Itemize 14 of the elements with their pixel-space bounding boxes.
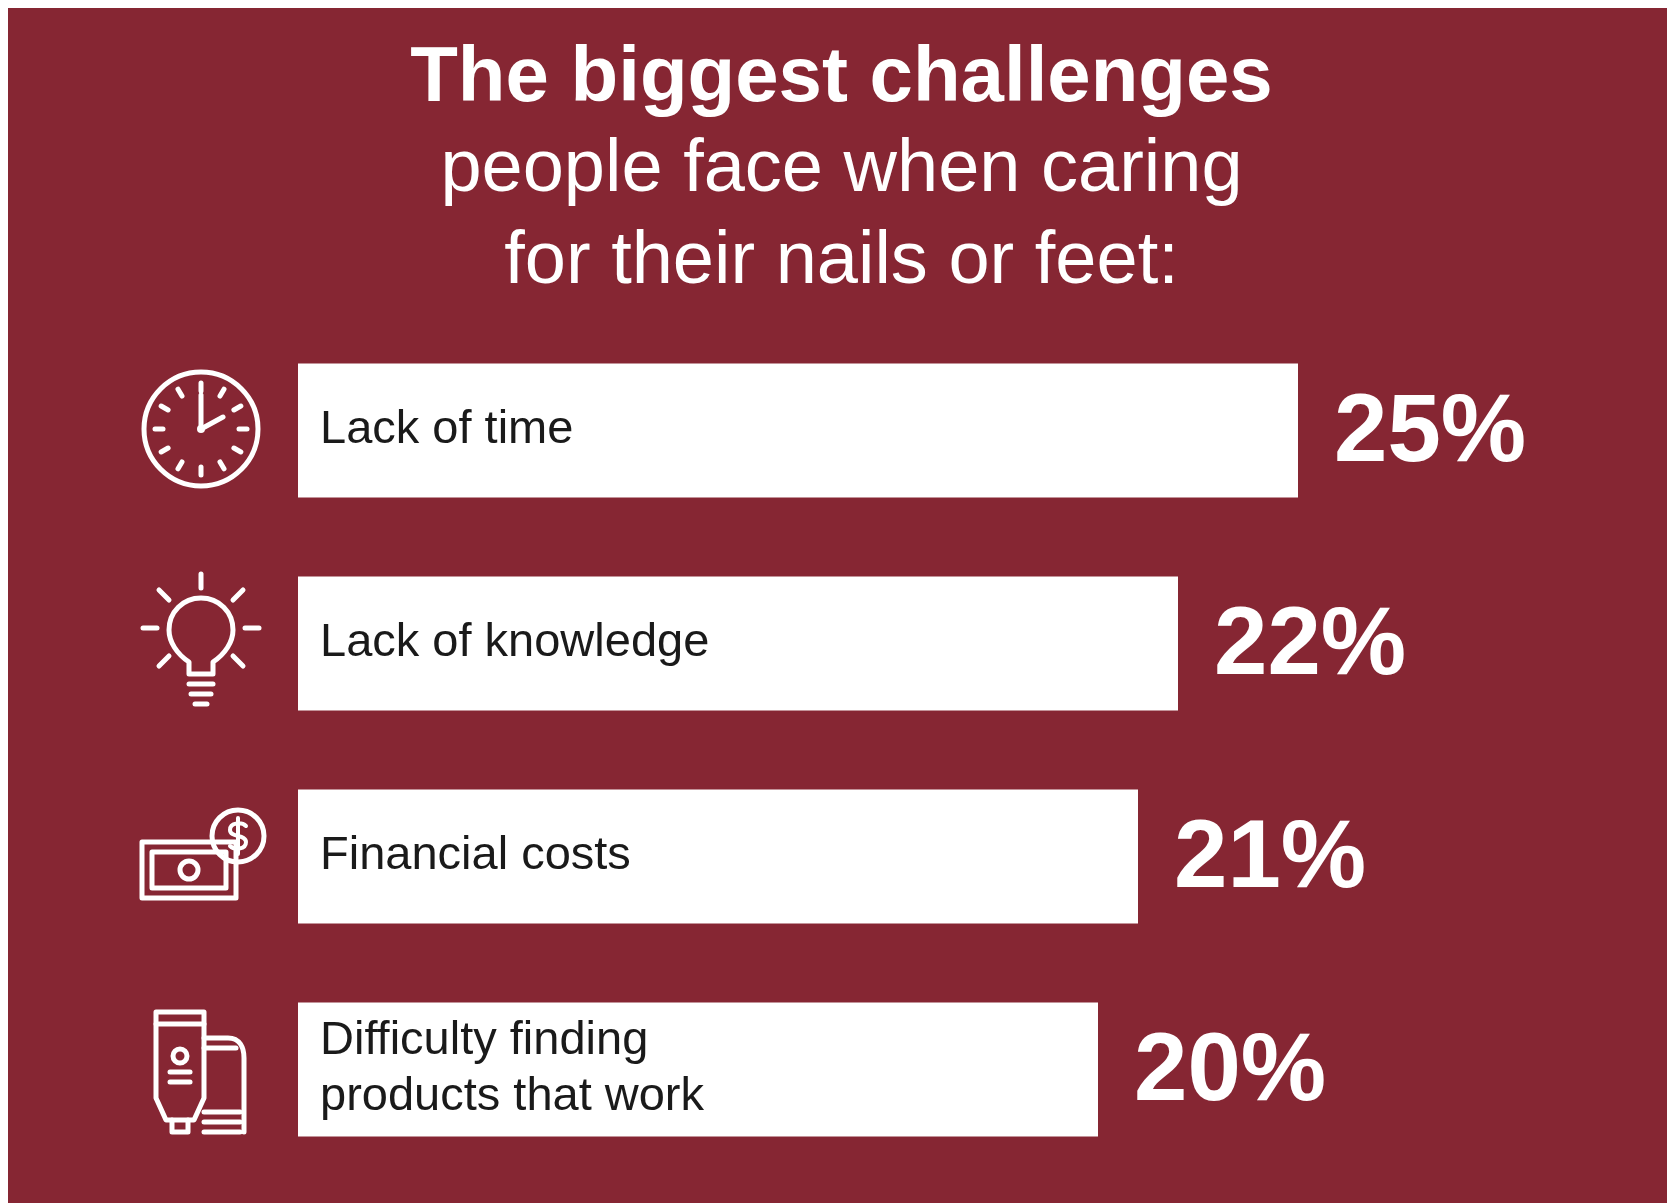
data-label: 21% — [1174, 799, 1367, 907]
bar — [298, 576, 1178, 711]
y-tick-label: Difficulty finding products that work — [320, 1011, 705, 1121]
bar — [298, 1002, 1098, 1137]
data-label: 20% — [1134, 1012, 1327, 1120]
bar — [298, 363, 1298, 498]
data-label: 25% — [1334, 373, 1527, 481]
y-tick-label: Lack of time — [320, 400, 574, 454]
data-label: 22% — [1214, 586, 1407, 694]
bar — [298, 789, 1138, 924]
y-tick-label: Financial costs — [320, 826, 631, 880]
chart-subtitle: people face when caring for their nails or feet: — [439, 123, 1244, 301]
y-tick-label: Lack of knowledge — [320, 613, 710, 667]
chart-title: The biggest challenges — [409, 29, 1274, 120]
